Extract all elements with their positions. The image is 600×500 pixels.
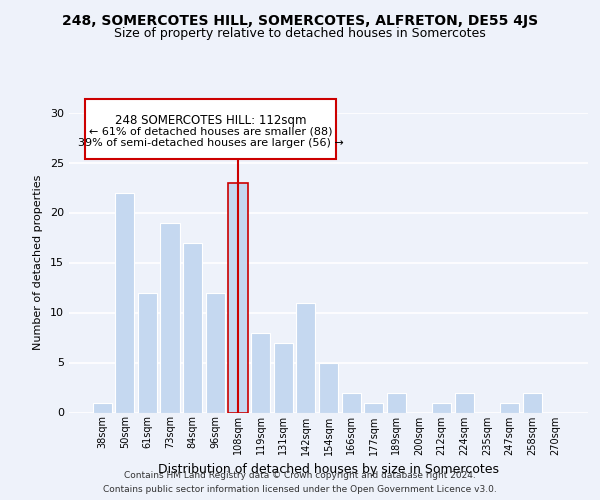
- FancyBboxPatch shape: [85, 99, 336, 159]
- Bar: [432, 402, 451, 412]
- Y-axis label: Number of detached properties: Number of detached properties: [33, 175, 43, 350]
- Bar: [387, 392, 406, 412]
- Text: 248, SOMERCOTES HILL, SOMERCOTES, ALFRETON, DE55 4JS: 248, SOMERCOTES HILL, SOMERCOTES, ALFRET…: [62, 14, 538, 28]
- Bar: [296, 302, 316, 412]
- Bar: [229, 182, 248, 412]
- Text: 248 SOMERCOTES HILL: 112sqm: 248 SOMERCOTES HILL: 112sqm: [115, 114, 307, 127]
- Bar: [251, 332, 270, 412]
- Bar: [364, 402, 383, 412]
- Text: Size of property relative to detached houses in Somercotes: Size of property relative to detached ho…: [114, 28, 486, 40]
- Bar: [92, 402, 112, 412]
- Bar: [138, 292, 157, 412]
- Bar: [206, 292, 225, 412]
- Bar: [160, 222, 180, 412]
- Bar: [319, 362, 338, 412]
- Text: ← 61% of detached houses are smaller (88): ← 61% of detached houses are smaller (88…: [89, 126, 332, 136]
- Bar: [274, 342, 293, 412]
- Bar: [115, 192, 134, 412]
- Bar: [183, 242, 202, 412]
- X-axis label: Distribution of detached houses by size in Somercotes: Distribution of detached houses by size …: [158, 463, 499, 476]
- Bar: [455, 392, 474, 412]
- Bar: [341, 392, 361, 412]
- Text: Contains public sector information licensed under the Open Government Licence v3: Contains public sector information licen…: [103, 484, 497, 494]
- Bar: [523, 392, 542, 412]
- Text: Contains HM Land Registry data © Crown copyright and database right 2024.: Contains HM Land Registry data © Crown c…: [124, 472, 476, 480]
- Bar: [500, 402, 519, 412]
- Text: 39% of semi-detached houses are larger (56) →: 39% of semi-detached houses are larger (…: [78, 138, 344, 148]
